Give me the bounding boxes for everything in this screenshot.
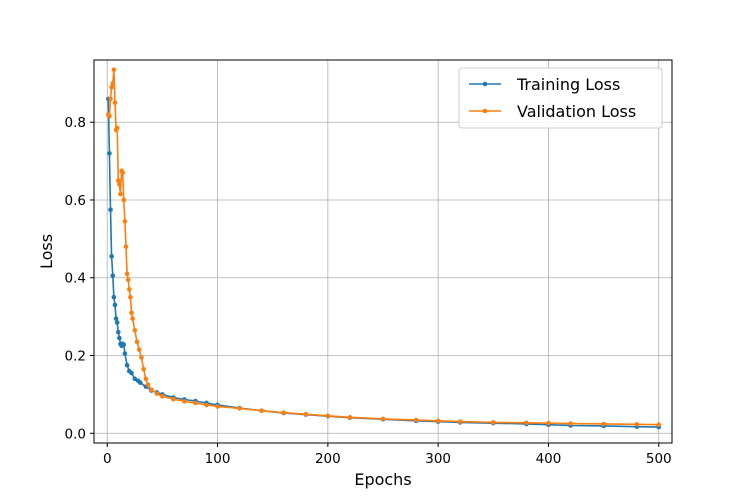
data-point-validation-loss [347,415,353,420]
data-point-training-loss [113,316,119,321]
series-validation-loss [106,67,662,428]
data-point-validation-loss [130,316,135,321]
data-point-validation-loss [125,277,131,282]
legend: Training Loss Validation Loss [458,67,663,129]
data-point-training-loss [111,294,117,300]
data-point-training-loss [112,302,118,308]
y-tick-label: 0.6 [65,193,86,209]
data-point-validation-loss [149,387,154,393]
data-point-validation-loss [141,366,146,372]
data-point-validation-loss [136,347,142,352]
data-point-validation-loss [193,400,198,406]
data-point-validation-loss [114,125,120,131]
legend-label-validation-loss: Validation Loss [517,102,636,121]
data-point-validation-loss [117,182,122,187]
data-point-validation-loss [139,355,144,360]
series-training-loss [106,96,662,430]
x-tick-label: 200 [315,451,341,467]
data-point-validation-loss [204,402,209,408]
x-tick-label: 400 [536,451,562,467]
data-point-training-loss [107,151,112,156]
data-point-validation-loss [115,178,121,183]
data-point-validation-loss [634,422,640,427]
data-point-validation-loss [568,421,573,426]
data-point-validation-loss [143,376,149,382]
data-point-validation-loss [132,327,138,333]
data-point-validation-loss [656,422,662,428]
plot-area-frame [93,59,673,444]
data-point-training-loss [124,362,130,368]
data-point-validation-loss [121,197,127,203]
data-point-training-loss [114,320,120,325]
y-tick-label: 0.0 [65,426,86,442]
data-point-validation-loss [601,421,606,427]
data-point-training-loss [110,273,116,279]
y-tick-label: 0.8 [65,115,86,131]
data-point-validation-loss [413,417,419,423]
data-point-validation-loss [111,67,117,73]
data-point-validation-loss [128,294,133,300]
data-point-training-loss [115,329,121,335]
data-point-validation-loss [124,271,130,277]
data-point-validation-loss [112,100,118,106]
data-point-validation-loss [126,287,132,292]
data-point-validation-loss [171,396,176,402]
data-point-training-loss [121,342,127,347]
data-point-validation-loss [109,84,114,90]
ticks: 0 100 200 300 400 500 0.0 0.2 0.4 0.6 0.8 [65,115,672,467]
data-point-validation-loss [380,416,386,422]
data-point-validation-loss [145,382,151,387]
y-tick-label: 0.4 [65,271,86,287]
legend-marker-training-loss [482,81,488,87]
data-point-validation-loss [110,81,116,86]
legend-marker-validation-loss [482,108,488,114]
x-tick-label: 500 [646,451,672,467]
data-point-validation-loss [491,420,496,425]
data-point-training-loss [109,254,114,259]
data-point-validation-loss [215,404,220,409]
data-point-validation-loss [281,410,287,415]
x-axis-label: Epochs [354,470,411,489]
data-point-validation-loss [122,219,128,224]
legend-label-training-loss: Training Loss [516,75,620,94]
data-point-validation-loss [303,411,309,417]
x-tick-label: 100 [205,451,231,467]
data-point-training-loss [117,335,122,341]
data-point-validation-loss [325,413,331,419]
legend-box [458,67,663,129]
data-point-training-loss [122,351,128,356]
data-point-training-loss [108,207,113,213]
data-point-validation-loss [107,114,112,119]
data-point-validation-loss [237,406,242,411]
data-point-validation-loss [118,191,123,197]
data-point-validation-loss [120,170,125,176]
data-point-validation-loss [546,420,551,426]
data-point-validation-loss [182,399,187,404]
series-line-training-loss [107,98,659,428]
series-layer [106,67,662,430]
data-point-validation-loss [160,394,165,399]
x-tick-label: 300 [425,451,451,467]
y-tick-label: 0.2 [65,349,86,365]
data-point-training-loss [132,376,138,382]
data-point-validation-loss [457,419,463,424]
data-point-validation-loss [154,391,160,396]
data-point-training-loss [129,370,134,376]
data-point-validation-loss [129,310,134,316]
data-point-validation-loss [134,339,140,345]
y-axis-label: Loss [37,234,56,269]
x-tick-label: 0 [103,451,112,467]
data-point-validation-loss [259,408,264,414]
data-point-validation-loss [108,96,113,102]
data-point-validation-loss [123,244,129,249]
data-point-training-loss [138,380,143,386]
data-point-validation-loss [435,418,441,424]
data-point-validation-loss [524,420,529,426]
